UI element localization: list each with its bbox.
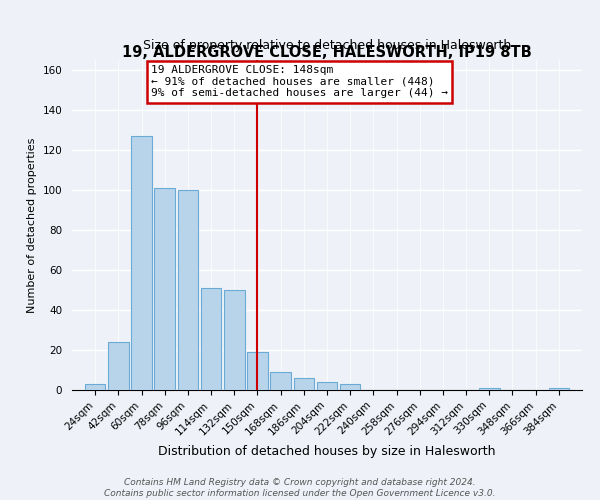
Title: 19, ALDERGROVE CLOSE, HALESWORTH, IP19 8TB: 19, ALDERGROVE CLOSE, HALESWORTH, IP19 8…: [122, 45, 532, 60]
Bar: [201, 288, 221, 390]
Bar: [85, 384, 106, 390]
Bar: [340, 384, 361, 390]
Y-axis label: Number of detached properties: Number of detached properties: [27, 138, 37, 312]
Bar: [317, 382, 337, 390]
Bar: [178, 190, 198, 390]
Text: Size of property relative to detached houses in Halesworth: Size of property relative to detached ho…: [143, 39, 511, 52]
X-axis label: Distribution of detached houses by size in Halesworth: Distribution of detached houses by size …: [158, 445, 496, 458]
Bar: [131, 136, 152, 390]
Text: Contains HM Land Registry data © Crown copyright and database right 2024.
Contai: Contains HM Land Registry data © Crown c…: [104, 478, 496, 498]
Bar: [224, 290, 245, 390]
Bar: [548, 388, 569, 390]
Text: 19 ALDERGROVE CLOSE: 148sqm
← 91% of detached houses are smaller (448)
9% of sem: 19 ALDERGROVE CLOSE: 148sqm ← 91% of det…: [151, 65, 448, 98]
Bar: [247, 352, 268, 390]
Bar: [479, 388, 500, 390]
Bar: [108, 342, 128, 390]
Bar: [271, 372, 291, 390]
Bar: [154, 188, 175, 390]
Bar: [293, 378, 314, 390]
